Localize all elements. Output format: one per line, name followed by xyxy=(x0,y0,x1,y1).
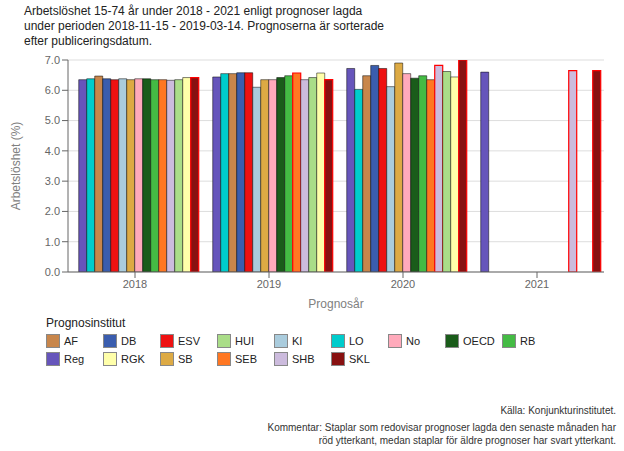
html-text:Reg: Reg xyxy=(64,353,85,365)
svg-text:4.0: 4.0 xyxy=(45,145,60,157)
svg-text:6.0: 6.0 xyxy=(45,84,60,96)
html-text:ESV: ESV xyxy=(178,335,200,347)
html-text:SKL: SKL xyxy=(349,353,370,365)
html-text:SHB: SHB xyxy=(292,353,315,365)
html-text:SEB: SEB xyxy=(235,353,257,365)
html-text:RB: RB xyxy=(520,335,536,347)
html-text:Kommentar: Staplar som redovis: Kommentar: Staplar som redovisar prognos… xyxy=(267,422,616,446)
svg-text:2020: 2020 xyxy=(391,278,415,290)
html-text:SB: SB xyxy=(178,353,193,365)
svg-text:7.0: 7.0 xyxy=(45,54,60,66)
svg-text:2.0: 2.0 xyxy=(45,205,60,217)
svg-text:2019: 2019 xyxy=(257,278,281,290)
html-text:KI: KI xyxy=(292,335,303,347)
html-text:DB: DB xyxy=(121,335,137,347)
svg-text:5.0: 5.0 xyxy=(45,114,60,126)
html-text:Källa: Konjunkturinstitutet.: Källa: Konjunkturinstitutet. xyxy=(500,405,616,416)
svg-text:2018: 2018 xyxy=(123,278,147,290)
html-text:AF: AF xyxy=(64,335,79,347)
svg-text:1.0: 1.0 xyxy=(45,236,60,248)
html-text:HUI: HUI xyxy=(235,335,254,347)
html-text:Prognosinstitut: Prognosinstitut xyxy=(46,316,126,330)
svg-text:Arbetslöshet (%): Arbetslöshet (%) xyxy=(9,122,23,211)
svg-text:0.0: 0.0 xyxy=(45,266,60,278)
html-text:LO: LO xyxy=(349,335,364,347)
svg-text:Prognosår: Prognosår xyxy=(308,297,363,311)
svg-text:2021: 2021 xyxy=(525,278,549,290)
html-text:OECD: OECD xyxy=(463,335,495,347)
html-text:RGK: RGK xyxy=(121,353,145,365)
svg-text:3.0: 3.0 xyxy=(45,175,60,187)
html-text:Arbetslöshet 15-74 år under 20: Arbetslöshet 15-74 år under 2018 - 2021 … xyxy=(24,4,384,48)
html-text:No: No xyxy=(406,335,421,347)
